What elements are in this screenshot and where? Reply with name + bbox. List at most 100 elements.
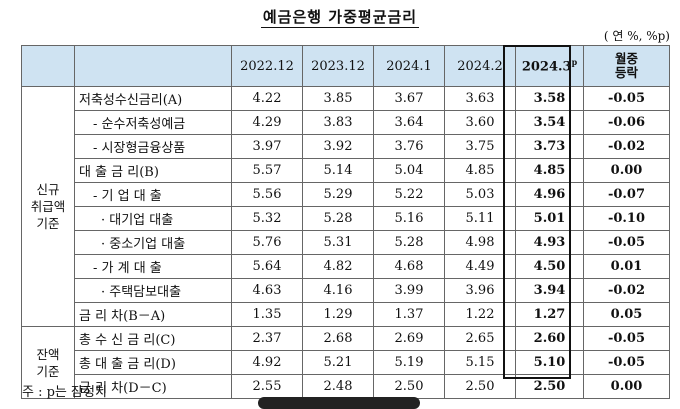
cell: 3.60 bbox=[444, 110, 516, 135]
table-row: - 순수저축성예금 4.29 3.83 3.64 3.60 3.54 -0.06 bbox=[22, 110, 670, 135]
cell-change: -0.05 bbox=[583, 326, 670, 351]
cell-change: -0.10 bbox=[583, 206, 670, 231]
cell-change: 0.00 bbox=[583, 374, 670, 399]
cell-change: -0.02 bbox=[583, 134, 670, 159]
cell: 5.28 bbox=[302, 206, 374, 231]
cell: 3.96 bbox=[444, 278, 516, 303]
cell: 5.32 bbox=[231, 206, 303, 231]
cell: 3.85 bbox=[302, 86, 374, 111]
col-header: 2022.12 bbox=[231, 45, 303, 87]
page-title: 예금은행 가중평균금리 bbox=[0, 6, 680, 28]
table-row: · 중소기업 대출 5.76 5.31 5.28 4.98 4.93 -0.05 bbox=[22, 230, 670, 255]
cell-current: 4.85 bbox=[515, 158, 584, 183]
row-label: 대 출 금 리(B) bbox=[74, 158, 232, 183]
row-label: · 대기업 대출 bbox=[74, 206, 232, 231]
cell: 4.29 bbox=[231, 110, 303, 135]
table-row: · 대기업 대출 5.32 5.28 5.16 5.11 5.01 -0.10 bbox=[22, 206, 670, 231]
table-row: 총 대 출 금 리(D) 4.92 5.21 5.19 5.15 5.10 -0.05 bbox=[22, 350, 670, 375]
group-label-line: 잔액 bbox=[36, 346, 60, 362]
cell: 5.15 bbox=[444, 350, 516, 375]
cell: 2.69 bbox=[373, 326, 445, 351]
cell: 5.28 bbox=[373, 230, 445, 255]
row-label: - 기 업 대 출 bbox=[74, 182, 232, 207]
row-label: 총 수 신 금 리(C) bbox=[74, 326, 232, 351]
cell: 5.57 bbox=[231, 158, 303, 183]
cell-current: 3.73 bbox=[515, 134, 584, 159]
cell: 5.31 bbox=[302, 230, 374, 255]
group-label-new: 신규 취급액 기준 bbox=[21, 86, 75, 327]
group-label-line: 신규 bbox=[36, 182, 60, 197]
cell: 3.63 bbox=[444, 86, 516, 111]
cell: 5.03 bbox=[444, 182, 516, 207]
cell: 2.68 bbox=[302, 326, 374, 351]
cell: 2.50 bbox=[373, 374, 445, 399]
cell-current: 5.10 bbox=[515, 350, 584, 375]
cell: 1.22 bbox=[444, 302, 516, 327]
unit-label: ( 연 %, %p) bbox=[603, 29, 670, 43]
cell-current: 3.58 bbox=[515, 86, 584, 111]
row-label: - 가 계 대 출 bbox=[74, 254, 232, 279]
change-label-line2: 등락 bbox=[614, 65, 638, 80]
cell: 5.16 bbox=[373, 206, 445, 231]
row-label: - 시장형금융상품 bbox=[74, 134, 232, 159]
cell: 5.76 bbox=[231, 230, 303, 255]
cell-change: 0.05 bbox=[583, 302, 670, 327]
table-row: · 주택담보대출 4.63 4.16 3.99 3.96 3.94 -0.02 bbox=[22, 278, 670, 303]
table-row: 잔액 기준 총 수 신 금 리(C) 2.37 2.68 2.69 2.65 2.60-… bbox=[21, 326, 670, 399]
cell: 4.22 bbox=[231, 86, 303, 111]
cell: 2.55 bbox=[231, 374, 303, 399]
col-header: 2024.1 bbox=[373, 45, 445, 87]
cell: 3.76 bbox=[373, 134, 445, 159]
scroll-indicator[interactable] bbox=[258, 397, 420, 409]
cell-current: 2.50 bbox=[515, 374, 584, 399]
cell: 3.92 bbox=[302, 134, 374, 159]
cell-current: 4.50 bbox=[515, 254, 584, 279]
group-label-balance: 잔액 기준 bbox=[21, 326, 75, 399]
table-row: - 가 계 대 출 5.64 4.82 4.68 4.49 4.50 0.01 bbox=[22, 254, 670, 279]
title-text: 예금은행 가중평균금리 bbox=[260, 8, 420, 28]
cell: 5.56 bbox=[231, 182, 303, 207]
cell-current: 3.94 bbox=[515, 278, 584, 303]
cell: 3.97 bbox=[231, 134, 303, 159]
cell: 5.14 bbox=[302, 158, 374, 183]
cell-change: 0.01 bbox=[583, 254, 670, 279]
cell: 4.85 bbox=[444, 158, 516, 183]
group-label-line: 기준 bbox=[36, 216, 60, 231]
cell: 4.98 bbox=[444, 230, 516, 255]
table-row: - 기 업 대 출 5.56 5.29 5.22 5.03 4.96 -0.07 bbox=[22, 182, 670, 207]
cell: 5.22 bbox=[373, 182, 445, 207]
cell-change: -0.02 bbox=[583, 278, 670, 303]
col-header: 2024.2 bbox=[444, 45, 516, 87]
header-row: 2022.12 2023.12 2024.1 2024.2 2024.3p 월중… bbox=[21, 45, 670, 87]
row-label: 총 대 출 금 리(D) bbox=[74, 350, 232, 375]
cell-change: 0.00 bbox=[583, 158, 670, 183]
cell: 2.50 bbox=[444, 374, 516, 399]
cell: 1.29 bbox=[302, 302, 374, 327]
cell-current: 3.54 bbox=[515, 110, 584, 135]
interest-rate-table: 2022.12 2023.12 2024.1 2024.2 2024.3p 월중… bbox=[21, 45, 670, 399]
cell: 5.21 bbox=[302, 350, 374, 375]
cell: 5.11 bbox=[444, 206, 516, 231]
row-label: 저축성수신금리(A) bbox=[74, 86, 232, 111]
provisional-mark: p bbox=[571, 57, 578, 68]
cell: 4.68 bbox=[373, 254, 445, 279]
cell-current: 2.60 bbox=[515, 326, 584, 351]
group-label-line: 기준 bbox=[36, 363, 60, 379]
row-label: · 주택담보대출 bbox=[74, 278, 232, 303]
cell: 3.67 bbox=[373, 86, 445, 111]
cell-change: -0.06 bbox=[583, 110, 670, 135]
table-row: 대 출 금 리(B) 5.57 5.14 5.04 4.85 4.85 0.00 bbox=[22, 158, 670, 183]
cell: 1.37 bbox=[373, 302, 445, 327]
cell: 5.19 bbox=[373, 350, 445, 375]
footnote: 주 : p는 잠정치 bbox=[22, 385, 107, 400]
cell: 3.83 bbox=[302, 110, 374, 135]
row-label: - 순수저축성예금 bbox=[74, 110, 232, 135]
cell-current: 4.96 bbox=[515, 182, 584, 207]
cell: 4.82 bbox=[302, 254, 374, 279]
current-month-label: 2024.3 bbox=[521, 59, 572, 75]
col-header-current: 2024.3p bbox=[515, 45, 584, 87]
cell-current: 1.27 bbox=[515, 302, 584, 327]
cell-change: -0.05 bbox=[583, 230, 670, 255]
cell: 1.35 bbox=[231, 302, 303, 327]
col-header-change: 월중 등락 bbox=[583, 45, 670, 87]
